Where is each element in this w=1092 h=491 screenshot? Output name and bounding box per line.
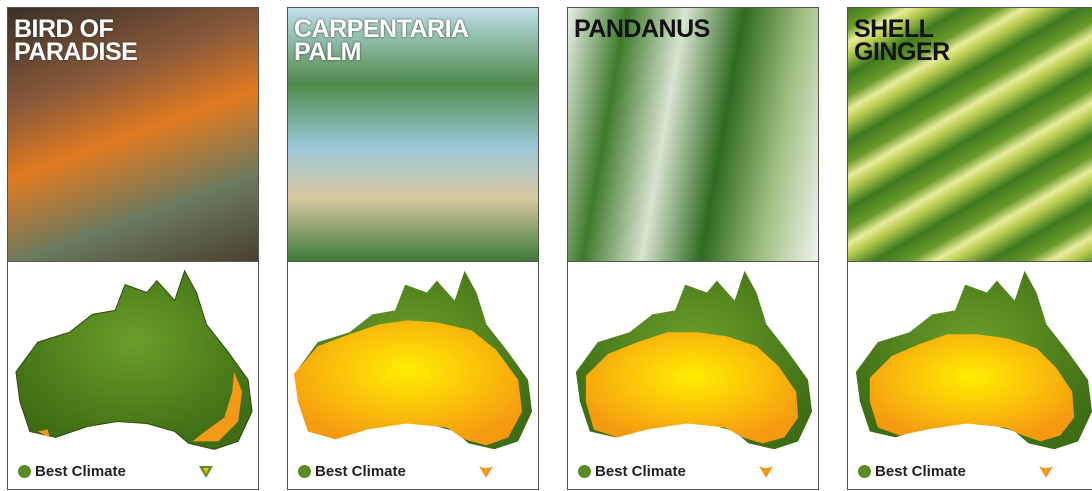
legend-dot bbox=[298, 465, 311, 478]
legend-dot bbox=[858, 465, 871, 478]
legend-label: Best Climate bbox=[875, 463, 966, 480]
title-line: PANDANUS bbox=[574, 18, 710, 41]
legend-label: Best Climate bbox=[315, 463, 406, 480]
plant-photo bbox=[568, 8, 818, 262]
page: BIRD OFPARADISE Best Climate CARPENTARIA… bbox=[0, 0, 1092, 491]
legend-icon bbox=[1038, 465, 1054, 479]
legend: Best Climate bbox=[18, 463, 126, 480]
climate-map bbox=[568, 262, 818, 462]
legend-icon bbox=[758, 465, 774, 479]
climate-map bbox=[8, 262, 258, 462]
legend-label: Best Climate bbox=[35, 463, 126, 480]
legend-icon bbox=[198, 465, 214, 479]
plant-title: PANDANUS bbox=[574, 18, 710, 41]
legend: Best Climate bbox=[578, 463, 686, 480]
legend: Best Climate bbox=[858, 463, 966, 480]
legend-dot bbox=[18, 465, 31, 478]
legend: Best Climate bbox=[298, 463, 406, 480]
legend-icon bbox=[478, 465, 494, 479]
legend-dot bbox=[578, 465, 591, 478]
title-line: PARADISE bbox=[14, 41, 137, 64]
climate-map bbox=[848, 262, 1092, 462]
climate-map bbox=[288, 262, 538, 462]
title-line: PALM bbox=[294, 41, 469, 64]
title-line: GINGER bbox=[854, 41, 950, 64]
plant-card[interactable]: PANDANUS Best Climate bbox=[567, 7, 819, 490]
legend-label: Best Climate bbox=[595, 463, 686, 480]
